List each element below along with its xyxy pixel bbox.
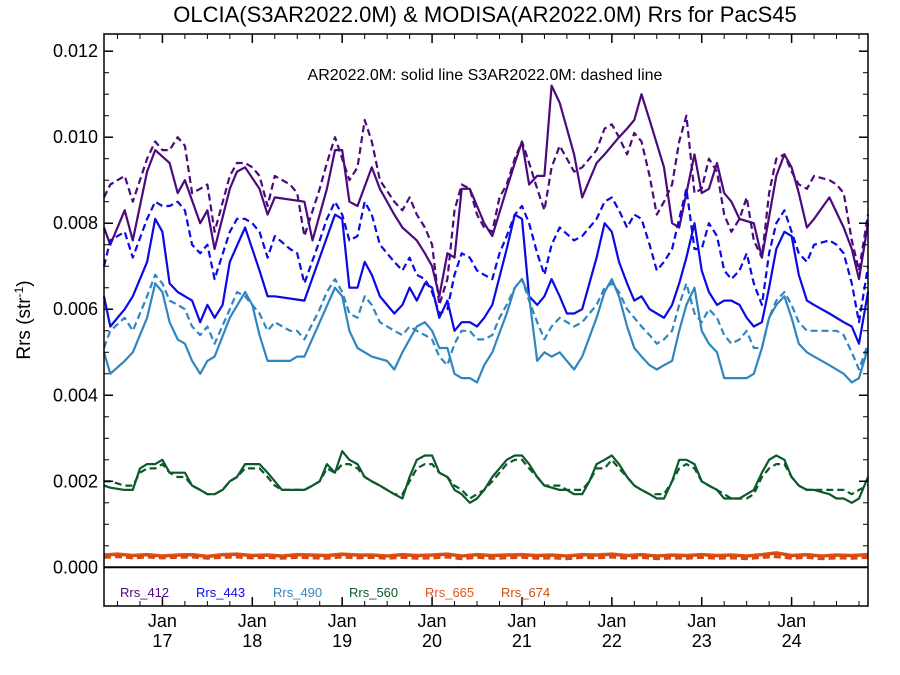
x-tick-year-label: 24 xyxy=(782,631,802,651)
legend-rrs-443: Rrs_443 xyxy=(196,585,245,600)
x-tick-month-label: Jan xyxy=(687,611,716,631)
y-axis-label-close: ) xyxy=(14,280,35,286)
legend-rrs-490: Rrs_490 xyxy=(273,585,322,600)
y-tick-label: 0.006 xyxy=(53,299,98,319)
legend-rrs-560: Rrs_560 xyxy=(349,585,398,600)
x-tick-year-label: 23 xyxy=(692,631,712,651)
rrs-443-solid-line xyxy=(102,213,870,345)
rrs-674-solid-line xyxy=(103,552,869,559)
y-axis-label-main: Rrs (str xyxy=(14,297,35,360)
rrs-490-solid-line xyxy=(102,278,870,384)
rrs-665-solid-line xyxy=(103,551,869,557)
series-layer xyxy=(102,84,870,561)
legend-rrs-665: Rrs_665 xyxy=(425,585,474,600)
rrs-490-dashed-line xyxy=(102,273,870,371)
legend-rrs-412: Rrs_412 xyxy=(120,585,169,600)
x-tick-month-label: Jan xyxy=(238,611,267,631)
legend-rrs-674: Rrs_674 xyxy=(501,585,550,600)
x-tick-year-label: 18 xyxy=(242,631,262,651)
y-tick-label: 0.008 xyxy=(53,213,98,233)
y-axis-label: Rrs (str-1) xyxy=(12,280,35,359)
x-tick-year-label: 17 xyxy=(152,631,172,651)
rrs-674-dashed-line xyxy=(103,555,869,561)
x-tick-month-label: Jan xyxy=(597,611,626,631)
y-axis: 0.000 0.002 0.004 0.006 0.008 0.010 0.012 xyxy=(53,41,868,577)
x-tick-month-label: Jan xyxy=(507,611,536,631)
y-tick-label: 0.002 xyxy=(53,471,98,491)
x-tick-year-label: 20 xyxy=(422,631,442,651)
rrs-412-dashed-line xyxy=(103,114,870,306)
x-tick-month-label: Jan xyxy=(777,611,806,631)
rrs-560-solid-line xyxy=(103,450,870,504)
x-tick-year-label: 22 xyxy=(602,631,622,651)
chart-title: OLCIA(S3AR2022.0M) & MODISA(AR2022.0M) R… xyxy=(173,2,797,27)
x-tick-month-label: Jan xyxy=(148,611,177,631)
x-tick-month-label: Jan xyxy=(328,611,357,631)
x-tick-year-label: 21 xyxy=(512,631,532,651)
y-tick-label: 0.000 xyxy=(53,557,98,577)
x-tick-month-label: Jan xyxy=(418,611,447,631)
y-tick-label: 0.004 xyxy=(53,385,98,405)
legend: Rrs_412 Rrs_443 Rrs_490 Rrs_560 Rrs_665 Rrs_6… xyxy=(120,585,550,600)
x-tick-year-label: 19 xyxy=(332,631,352,651)
plot-frame xyxy=(103,33,869,607)
y-axis-label-superscript: -1 xyxy=(12,286,26,297)
rrs-412-solid-line xyxy=(102,84,870,298)
y-tick-label: 0.010 xyxy=(53,127,98,147)
y-tick-label: 0.012 xyxy=(53,41,98,61)
rrs-443-dashed-line xyxy=(102,187,870,324)
chart-subtitle: AR2022.0M: solid line S3AR2022.0M: dashe… xyxy=(308,67,663,84)
